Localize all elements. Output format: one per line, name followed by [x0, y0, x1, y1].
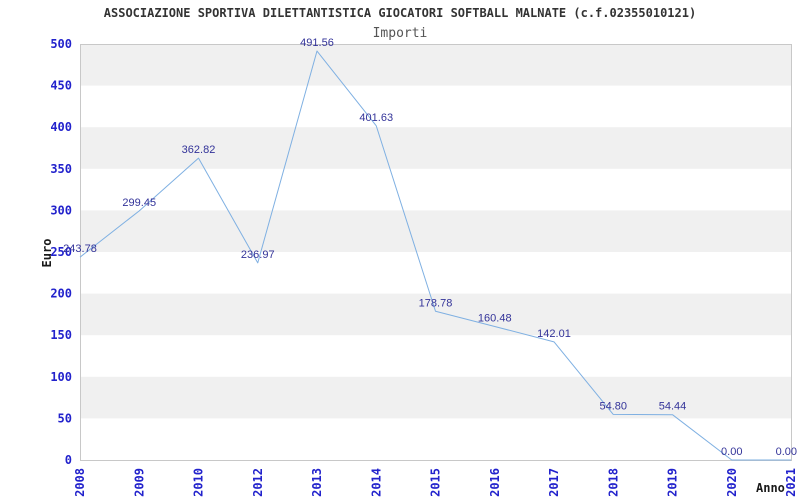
- plot-band: [80, 210, 791, 252]
- x-tick-label: 2009: [132, 468, 146, 497]
- y-tick-label: 350: [50, 162, 72, 176]
- point-label: 401.63: [359, 112, 393, 124]
- y-tick-label: 200: [50, 287, 72, 301]
- y-tick-label: 300: [50, 203, 72, 217]
- plot-band: [80, 44, 791, 86]
- point-label: 142.01: [537, 328, 571, 340]
- plot-border: [80, 44, 792, 461]
- point-label: 160.48: [478, 312, 512, 324]
- point-label: 491.56: [300, 37, 334, 49]
- x-tick-label: 2015: [429, 468, 443, 497]
- y-tick-label: 0: [65, 453, 72, 467]
- point-label: 54.44: [659, 401, 687, 413]
- x-tick-label: 2012: [251, 468, 265, 497]
- y-tick-label: 250: [50, 245, 72, 259]
- chart-subtitle: Importi: [372, 26, 428, 41]
- point-label: 178.78: [419, 297, 453, 309]
- x-tick-label: 2018: [606, 468, 620, 497]
- point-label: 243.78: [63, 243, 97, 255]
- y-tick-label: 500: [50, 37, 72, 51]
- plot-band: [80, 293, 791, 336]
- x-axis-title: Anno: [756, 481, 785, 495]
- point-label: 54.80: [599, 400, 627, 412]
- x-tick-label: 2016: [488, 468, 502, 497]
- y-tick-label: 100: [50, 370, 72, 384]
- x-tick-label: 2020: [725, 468, 739, 497]
- y-tick-label: 450: [50, 79, 72, 93]
- point-label: 362.82: [182, 144, 216, 156]
- x-tick-label: 2010: [192, 468, 206, 497]
- plot-band: [80, 127, 791, 169]
- y-tick-label: 400: [50, 120, 72, 134]
- point-label: 0.00: [776, 446, 797, 458]
- x-tick-label: 2017: [547, 468, 561, 497]
- point-label: 236.97: [241, 249, 275, 261]
- chart-title: ASSOCIAZIONE SPORTIVA DILETTANTISTICA GI…: [103, 6, 697, 20]
- point-label: 299.45: [122, 197, 156, 209]
- y-tick-label: 50: [58, 411, 72, 425]
- x-tick-label: 2013: [310, 468, 324, 497]
- x-tick-label: 2019: [666, 468, 680, 497]
- plot-band: [80, 376, 791, 419]
- x-tick-label: 2008: [73, 468, 87, 497]
- y-tick-label: 150: [50, 328, 72, 342]
- point-label: 0.00: [721, 446, 742, 458]
- x-tick-label: 2021: [784, 468, 798, 497]
- x-tick-label: 2014: [369, 468, 383, 497]
- data-line: [79, 50, 791, 461]
